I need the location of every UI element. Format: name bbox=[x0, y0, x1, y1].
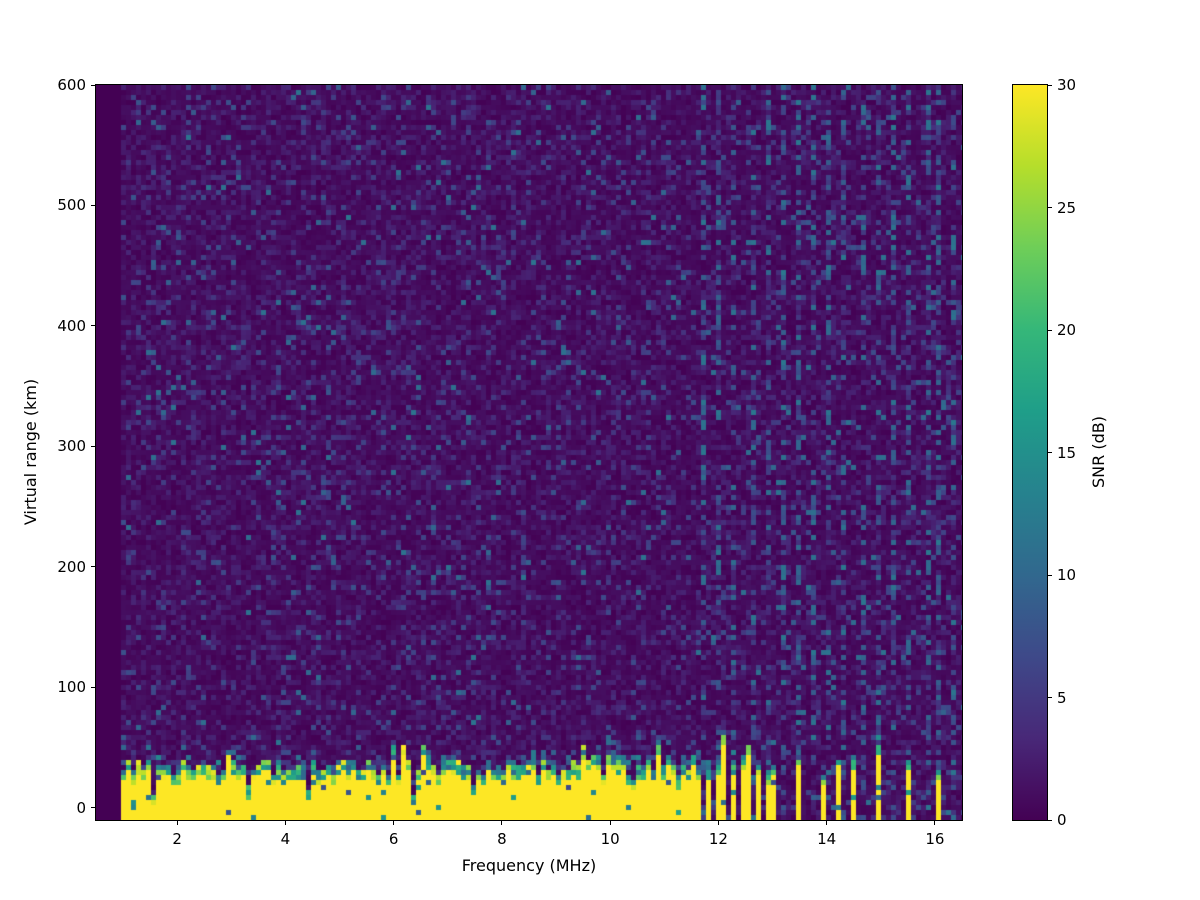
x-tick-mark bbox=[826, 821, 828, 825]
colorbar-tick-mark bbox=[1048, 207, 1052, 208]
x-tick-mark bbox=[501, 821, 503, 825]
x-tick-mark bbox=[284, 821, 286, 825]
colorbar-gradient bbox=[1013, 85, 1047, 820]
colorbar-label: SNR (dB) bbox=[1089, 416, 1108, 488]
x-tick-mark bbox=[393, 821, 395, 825]
y-tick-mark bbox=[91, 204, 95, 206]
y-tick-label: 100 bbox=[57, 678, 86, 697]
colorbar-tick-label: 25 bbox=[1057, 198, 1077, 217]
x-tick-label: 14 bbox=[817, 830, 837, 848]
colorbar-tick-mark bbox=[1048, 84, 1052, 86]
colorbar-tick-label: 10 bbox=[1057, 566, 1077, 584]
heatmap-plot-area bbox=[95, 84, 963, 821]
y-tick-mark bbox=[91, 807, 95, 809]
y-tick-label: 0 bbox=[76, 798, 86, 817]
colorbar-tick-label: 0 bbox=[1057, 811, 1067, 829]
colorbar-tick-mark bbox=[1048, 329, 1052, 331]
x-axis-label: Frequency (MHz) bbox=[461, 856, 597, 875]
x-tick-label: 16 bbox=[925, 830, 945, 848]
colorbar-tick-mark bbox=[1048, 574, 1052, 576]
y-tick-mark bbox=[91, 686, 95, 688]
x-tick-label: 12 bbox=[708, 830, 728, 848]
y-tick-label: 600 bbox=[57, 76, 86, 94]
colorbar-tick-label: 20 bbox=[1057, 321, 1077, 339]
x-tick-mark bbox=[717, 821, 719, 825]
x-tick-label: 8 bbox=[497, 830, 507, 848]
y-tick-mark bbox=[91, 84, 95, 86]
colorbar-tick-mark bbox=[1048, 452, 1052, 453]
colorbar-tick-label: 15 bbox=[1057, 443, 1077, 462]
x-tick-mark bbox=[934, 821, 936, 825]
x-tick-label: 4 bbox=[280, 830, 291, 848]
x-tick-mark bbox=[176, 821, 178, 825]
y-tick-label: 300 bbox=[57, 437, 86, 456]
y-axis-label: Virtual range (km) bbox=[21, 378, 40, 526]
y-tick-label: 200 bbox=[57, 557, 86, 576]
colorbar-tick-label: 30 bbox=[1057, 76, 1077, 94]
ionogram-heatmap-canvas bbox=[96, 85, 962, 820]
y-tick-label: 400 bbox=[57, 316, 86, 335]
x-tick-label: 2 bbox=[172, 830, 182, 848]
x-tick-mark bbox=[609, 821, 611, 825]
y-tick-mark bbox=[91, 566, 95, 568]
x-tick-label: 10 bbox=[600, 830, 620, 848]
y-tick-mark bbox=[91, 445, 95, 447]
colorbar bbox=[1012, 84, 1048, 821]
y-tick-mark bbox=[91, 325, 95, 327]
colorbar-tick-mark bbox=[1048, 819, 1052, 821]
y-tick-label: 500 bbox=[57, 196, 86, 215]
x-tick-label: 6 bbox=[388, 830, 399, 848]
colorbar-tick-label: 5 bbox=[1057, 688, 1067, 707]
colorbar-tick-mark bbox=[1048, 697, 1052, 698]
